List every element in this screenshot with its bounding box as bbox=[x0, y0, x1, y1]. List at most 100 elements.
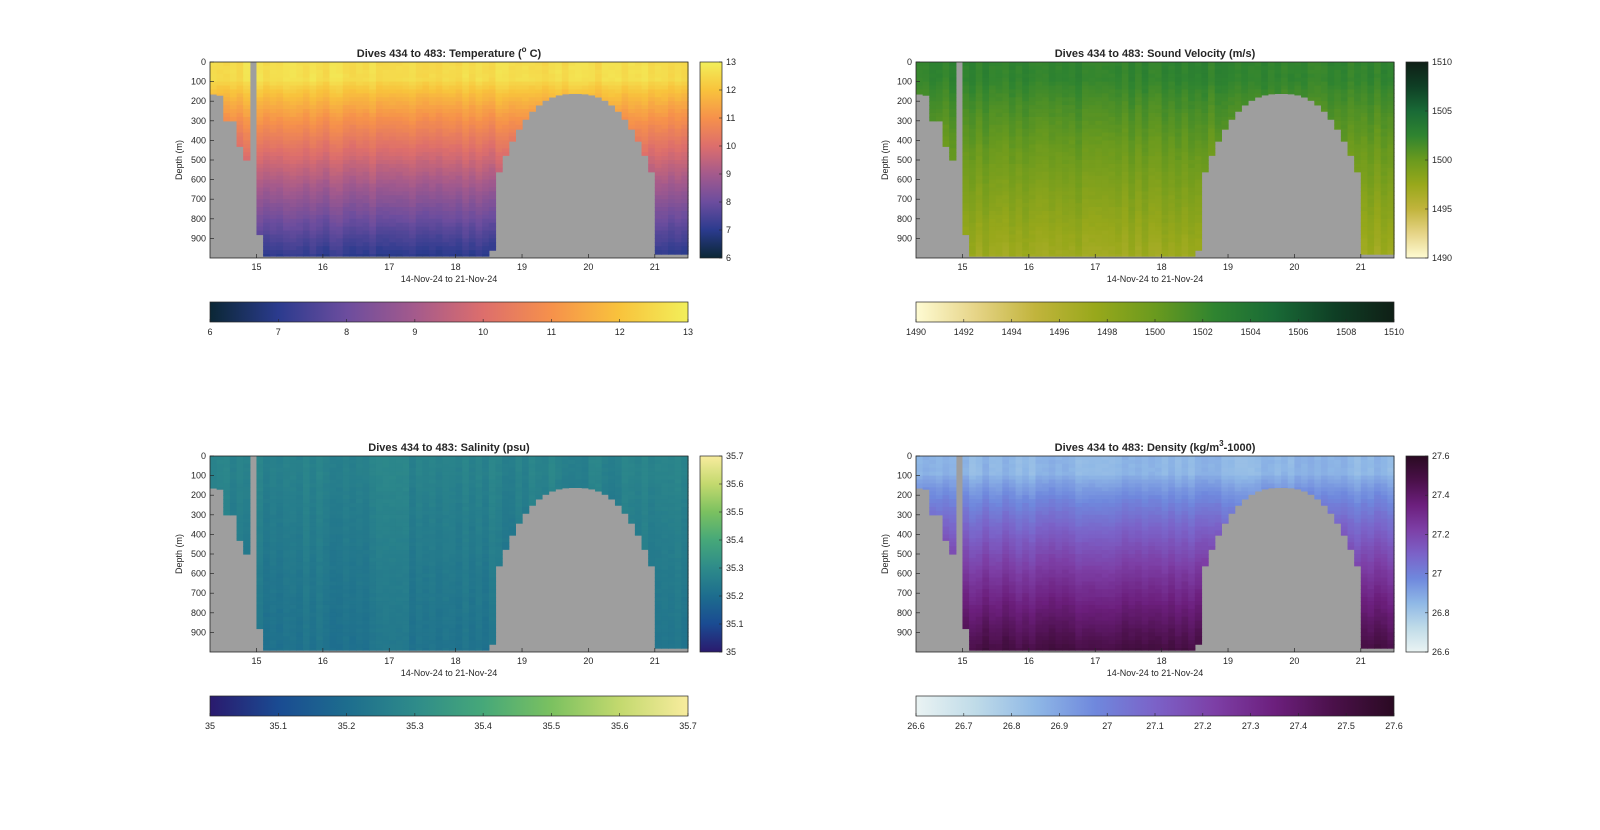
heatmap-cell bbox=[1068, 97, 1076, 102]
heatmap-cell bbox=[263, 152, 271, 157]
heatmap-cell bbox=[1201, 167, 1209, 173]
heatmap-cell bbox=[1188, 207, 1196, 212]
heatmap-cell bbox=[674, 101, 682, 106]
heatmap-cell bbox=[969, 105, 977, 110]
heatmap-cell bbox=[922, 77, 930, 83]
heatmap-cell bbox=[1347, 89, 1355, 94]
side-colorbar bbox=[699, 61, 723, 259]
heatmap-cell bbox=[296, 195, 304, 200]
heatmap-cell bbox=[995, 218, 1003, 224]
heatmap-cell bbox=[1028, 101, 1037, 106]
heatmap-cell bbox=[1068, 207, 1076, 212]
heatmap-cell bbox=[555, 93, 563, 96]
heatmap-cell bbox=[382, 128, 390, 134]
heatmap-cell bbox=[1380, 65, 1388, 71]
heatmap-cell bbox=[661, 175, 669, 181]
heatmap-cell bbox=[409, 65, 417, 71]
heatmap-cell bbox=[989, 112, 997, 118]
heatmap-cell bbox=[402, 156, 410, 161]
heatmap-cell bbox=[256, 156, 264, 161]
heatmap-cell bbox=[1360, 132, 1369, 138]
heatmap-cell bbox=[975, 144, 983, 149]
heatmap-cell bbox=[681, 105, 689, 110]
heatmap-cell bbox=[1015, 238, 1023, 243]
heatmap-cell bbox=[369, 214, 377, 220]
heatmap-cell bbox=[449, 109, 457, 114]
heatmap-cell bbox=[989, 242, 997, 247]
heatmap-cell bbox=[975, 81, 983, 87]
heatmap-cell bbox=[674, 128, 682, 134]
heatmap-cell bbox=[1374, 132, 1382, 138]
heatmap-cell bbox=[1194, 207, 1203, 212]
heatmap-cell bbox=[1055, 93, 1063, 98]
heatmap-cell bbox=[429, 163, 437, 169]
heatmap-cell bbox=[289, 179, 297, 185]
heatmap-cell bbox=[309, 85, 317, 91]
heatmap-cell bbox=[475, 109, 483, 114]
heatmap-cell bbox=[1181, 105, 1189, 110]
heatmap-cell bbox=[1174, 116, 1183, 122]
heatmap-cell bbox=[654, 109, 663, 114]
heatmap-cell bbox=[422, 128, 430, 134]
heatmap-cell bbox=[462, 120, 470, 126]
heatmap-cell bbox=[995, 226, 1003, 232]
heatmap-cell bbox=[409, 73, 417, 79]
heatmap-cell bbox=[296, 179, 304, 185]
heatmap-cell bbox=[1261, 81, 1269, 87]
heatmap-cell bbox=[995, 183, 1003, 189]
heatmap-cell bbox=[1214, 136, 1222, 141]
heatmap-cell bbox=[329, 191, 337, 196]
heatmap-cell bbox=[468, 148, 477, 153]
heatmap-cell bbox=[1320, 69, 1329, 75]
heatmap-cell bbox=[1081, 62, 1090, 67]
heatmap-cell bbox=[322, 152, 331, 157]
heatmap-cell bbox=[1208, 124, 1216, 130]
heatmap-cell bbox=[1128, 77, 1136, 83]
heatmap-cell bbox=[468, 175, 477, 181]
heatmap-cell bbox=[1148, 156, 1156, 161]
heatmap-cell bbox=[395, 101, 404, 106]
heatmap-cell bbox=[1347, 148, 1355, 153]
heatmap-cell bbox=[1181, 93, 1189, 98]
heatmap-cell bbox=[1360, 246, 1369, 251]
heatmap-cell bbox=[995, 238, 1003, 243]
heatmap-cell bbox=[989, 62, 997, 67]
heatmap-cell bbox=[369, 65, 377, 71]
heatmap-cell bbox=[289, 62, 297, 67]
heatmap-cell bbox=[1135, 77, 1143, 83]
heatmap-cell bbox=[468, 163, 477, 169]
heatmap-cell bbox=[415, 191, 424, 196]
heatmap-cell bbox=[1360, 183, 1369, 189]
heatmap-cell bbox=[1168, 81, 1176, 87]
heatmap-cell bbox=[435, 160, 443, 165]
heatmap-cell bbox=[356, 144, 364, 149]
heatmap-cell bbox=[535, 93, 543, 98]
heatmap-cell bbox=[356, 85, 364, 91]
heatmap-cell bbox=[435, 199, 443, 204]
heatmap-cell bbox=[356, 187, 364, 192]
heatmap-cell bbox=[1075, 230, 1083, 236]
heatmap-cell bbox=[1374, 207, 1382, 212]
heatmap-cell bbox=[962, 116, 970, 122]
heatmap-cell bbox=[1380, 93, 1388, 98]
heatmap-cell bbox=[256, 144, 264, 149]
heatmap-cell bbox=[995, 199, 1003, 204]
heatmap-cell bbox=[681, 152, 689, 157]
heatmap-cell bbox=[1188, 171, 1196, 177]
heatmap-cell bbox=[995, 101, 1003, 106]
heatmap-cell bbox=[1035, 199, 1043, 204]
heatmap-cell bbox=[488, 203, 497, 208]
heatmap-cell bbox=[1354, 136, 1362, 141]
heatmap-cell bbox=[1194, 69, 1203, 75]
heatmap-cell bbox=[329, 234, 337, 239]
heatmap-cell bbox=[1035, 105, 1043, 110]
heatmap-cell bbox=[1208, 128, 1216, 134]
heatmap-cell bbox=[1174, 62, 1183, 67]
heatmap-cell bbox=[949, 105, 957, 110]
heatmap-cell bbox=[349, 77, 357, 83]
heatmap-cell bbox=[1035, 97, 1043, 102]
heatmap-cell bbox=[329, 183, 337, 189]
heatmap-cell bbox=[1048, 85, 1057, 91]
heatmap-cell bbox=[1015, 226, 1023, 232]
heatmap-cell bbox=[356, 89, 364, 94]
